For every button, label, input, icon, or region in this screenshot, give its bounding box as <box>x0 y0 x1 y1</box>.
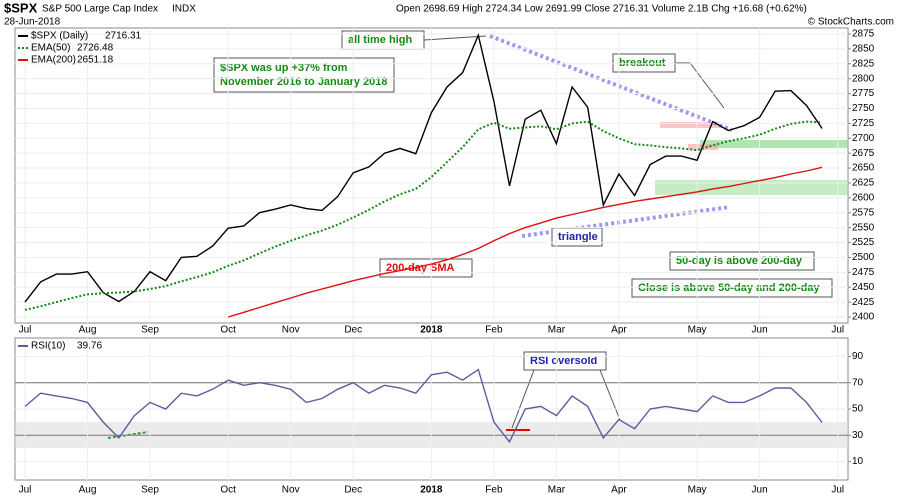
x-tick-label: 2018 <box>420 485 443 496</box>
x-tick-label: Jul <box>19 485 32 496</box>
x-tick-label: Oct <box>220 325 236 336</box>
x-tick-label: Mar <box>548 325 566 336</box>
y-tick-label: 2550 <box>852 222 875 233</box>
triangle-line <box>521 205 731 238</box>
annotation-pointer <box>423 35 487 41</box>
x-tick-label: Dec <box>344 485 362 496</box>
series-line <box>24 32 823 303</box>
annotation-text: 50-day is above 200-day <box>676 255 803 267</box>
series-line <box>227 166 823 318</box>
x-tick-label: Jul <box>831 485 844 496</box>
x-tick-label: Aug <box>79 485 97 496</box>
quote: Open 2698.69 High 2724.34 Low 2691.99 Cl… <box>396 4 807 15</box>
symbol: $SPX <box>4 0 38 15</box>
date: 28-Jun-2018 <box>4 17 61 28</box>
x-tick-label: Nov <box>282 325 300 336</box>
annotation-text: breakout <box>619 57 666 69</box>
series-line <box>24 120 823 311</box>
annotation-text: RSI oversold <box>530 355 597 367</box>
y-tick-label: 2450 <box>852 282 875 293</box>
x-tick-label: Sep <box>141 485 159 496</box>
legend-label: EMA(50) <box>31 43 70 54</box>
y-tick-label: 90 <box>852 351 864 362</box>
y-tick-label: 2775 <box>852 88 875 99</box>
annotation-text: Close is above 50-day and 200-day <box>638 282 820 294</box>
legend-value: 2651.18 <box>77 55 114 66</box>
x-tick-label: Sep <box>141 325 159 336</box>
y-tick-label: 2500 <box>852 252 875 263</box>
x-tick-label: Jul <box>831 325 844 336</box>
x-tick-label: May <box>688 485 707 496</box>
y-tick-label: 2600 <box>852 192 875 203</box>
legend-label: EMA(200) <box>31 55 76 66</box>
x-tick-label: Jun <box>752 325 768 336</box>
annotation-box <box>669 251 815 271</box>
x-tick-label: Apr <box>611 485 627 496</box>
y-tick-label: 30 <box>852 430 864 441</box>
annotation-pointer <box>599 369 621 421</box>
annotation-text: 200-day SMA <box>386 262 455 274</box>
series-line <box>24 368 823 444</box>
x-tick-label: Apr <box>611 325 627 336</box>
annotation-pointer <box>511 369 535 429</box>
x-tick-label: Feb <box>485 485 503 496</box>
x-tick-label: Oct <box>220 485 236 496</box>
annotation-text: all time high <box>348 34 412 46</box>
legend-value: 39.76 <box>77 341 102 352</box>
y-tick-label: 2825 <box>852 58 875 69</box>
y-tick-label: 2400 <box>852 312 875 323</box>
y-tick-label: 2525 <box>852 237 875 248</box>
y-tick-label: 2725 <box>852 118 875 129</box>
x-tick-label: May <box>688 325 707 336</box>
x-tick-label: 2018 <box>420 325 443 336</box>
y-tick-label: 70 <box>852 377 864 388</box>
legend-label: RSI(10) <box>31 341 65 352</box>
watermark: © StockCharts.com <box>808 17 894 28</box>
support-zone <box>700 140 848 148</box>
x-tick-label: Mar <box>548 485 566 496</box>
x-tick-label: Aug <box>79 325 97 336</box>
annotation-text: $SPX was up +37% from <box>220 62 348 74</box>
index-name: S&P 500 Large Cap Index <box>42 4 158 15</box>
legend-label: $SPX (Daily) <box>31 31 88 42</box>
y-tick-label: 2800 <box>852 73 875 84</box>
legend-value: 2716.31 <box>105 31 142 42</box>
y-tick-label: 2875 <box>852 29 875 40</box>
exchange: INDX <box>172 4 196 15</box>
annotation-box <box>631 278 833 298</box>
x-tick-label: Jul <box>19 325 32 336</box>
y-tick-label: 50 <box>852 404 864 415</box>
y-tick-label: 2750 <box>852 103 875 114</box>
y-tick-label: 2650 <box>852 163 875 174</box>
y-tick-label: 2625 <box>852 178 875 189</box>
y-tick-label: 2575 <box>852 207 875 218</box>
annotation-text: triangle <box>558 231 598 243</box>
y-tick-label: 2675 <box>852 148 875 159</box>
x-tick-label: Feb <box>485 325 503 336</box>
x-tick-label: Nov <box>282 485 300 496</box>
y-tick-label: 2475 <box>852 267 875 278</box>
x-tick-label: Jun <box>752 485 768 496</box>
y-tick-label: 2700 <box>852 133 875 144</box>
resistance-zone <box>660 122 720 128</box>
y-tick-label: 10 <box>852 456 864 467</box>
y-tick-label: 2425 <box>852 297 875 308</box>
x-tick-label: Dec <box>344 325 362 336</box>
triangle-line <box>489 34 733 132</box>
annotation-pointer <box>675 62 725 109</box>
annotation-text: November 2016 to January 2018 <box>220 76 388 88</box>
y-tick-label: 2850 <box>852 43 875 54</box>
legend-value: 2726.48 <box>77 43 114 54</box>
